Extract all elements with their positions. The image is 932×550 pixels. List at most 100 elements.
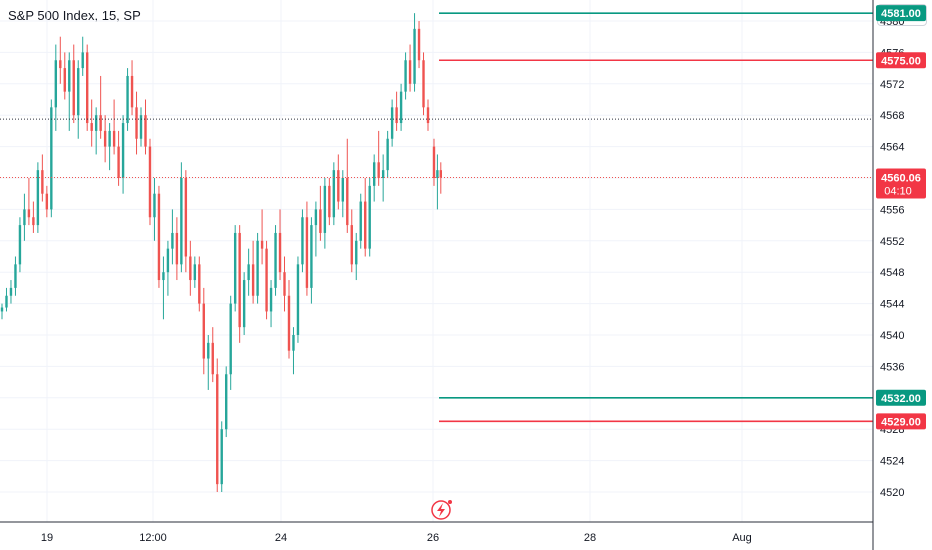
- x-tick-label: 28: [584, 532, 596, 544]
- candle-body: [180, 178, 183, 265]
- candle-body: [439, 170, 442, 178]
- candle-body: [328, 185, 331, 218]
- candle-body: [310, 225, 313, 288]
- candle-body: [50, 107, 53, 210]
- candle-body: [381, 170, 385, 178]
- level-price-badge: [876, 5, 926, 22]
- candle-body: [202, 303, 205, 359]
- y-tick-label: 4572: [880, 79, 904, 91]
- candle-body: [359, 201, 362, 241]
- candle-body: [341, 178, 344, 202]
- y-tick-label: 4540: [880, 330, 904, 342]
- candle-body: [18, 225, 22, 265]
- candle-body: [77, 68, 80, 116]
- y-tick-label: 4536: [880, 361, 904, 373]
- level-price-label: 4532.00: [881, 393, 921, 405]
- candle-body: [162, 272, 165, 281]
- candle-body: [166, 248, 170, 273]
- candle-body: [314, 209, 318, 226]
- candle-body: [103, 130, 107, 147]
- candle-body: [117, 146, 120, 178]
- candle-body: [45, 193, 49, 210]
- candle-body: [386, 138, 389, 171]
- x-tick-label: Aug: [732, 532, 752, 544]
- x-tick-label: 19: [41, 532, 53, 544]
- candle-body: [422, 60, 425, 108]
- countdown-label: 04:10: [884, 186, 912, 198]
- candle-body: [256, 240, 259, 296]
- level-price-label: 4575.00: [881, 55, 921, 67]
- candle-body: [283, 272, 286, 296]
- candle-body: [153, 193, 156, 218]
- candle-body: [355, 240, 358, 265]
- candle-body: [372, 162, 376, 186]
- candle-body: [260, 240, 264, 249]
- candle-body: [287, 295, 291, 351]
- candle-body: [32, 217, 35, 226]
- candle-body: [171, 232, 174, 249]
- x-tick-label: 24: [275, 532, 287, 544]
- candle-body: [63, 68, 66, 92]
- candle-body: [121, 123, 125, 178]
- candle-body: [319, 209, 322, 233]
- candle-body: [269, 287, 273, 312]
- candle-body: [9, 287, 13, 296]
- candle-body: [390, 107, 394, 139]
- candle-body: [175, 232, 179, 265]
- candle-body: [413, 28, 416, 84]
- y-tick-label: 4520: [880, 487, 904, 499]
- y-tick-label: 4556: [880, 204, 904, 216]
- candle-body: [86, 52, 89, 124]
- candle-body: [417, 28, 421, 61]
- candle-body: [139, 115, 143, 139]
- candle-body: [36, 170, 40, 226]
- y-tick-label: 4568: [880, 110, 904, 122]
- candle-body: [337, 170, 340, 202]
- candle-body: [274, 232, 277, 288]
- y-tick-label: 4524: [880, 456, 904, 468]
- candle-body: [198, 264, 201, 304]
- candle-body: [395, 107, 398, 124]
- candle-body: [278, 232, 282, 273]
- candle-body: [323, 185, 327, 233]
- candle-body: [292, 335, 295, 351]
- level-price-badge: [876, 389, 926, 406]
- lightning-alert-icon[interactable]: [431, 500, 452, 520]
- candle-body: [108, 130, 111, 147]
- candle-body: [0, 307, 4, 312]
- candle-body: [112, 130, 116, 147]
- candle-body: [184, 178, 188, 257]
- candle-body: [332, 170, 336, 218]
- y-tick-label: 4564: [880, 142, 904, 154]
- candle-body: [27, 209, 31, 218]
- candle-body: [296, 264, 300, 335]
- level-price-label: 4529.00: [881, 416, 921, 428]
- candle-body: [41, 170, 44, 194]
- level-price-badge: [876, 52, 926, 69]
- candle-body: [408, 60, 412, 84]
- candle-body: [59, 60, 62, 69]
- y-tick-label: 4552: [880, 236, 904, 248]
- last-price-label: 4560.06: [881, 173, 921, 185]
- candle-body: [68, 60, 71, 92]
- level-lines[interactable]: [0, 12, 873, 423]
- candle-body: [94, 115, 98, 131]
- candle-body: [242, 280, 246, 328]
- candle-body: [225, 374, 228, 430]
- candle-body: [135, 107, 138, 139]
- candle-body: [251, 264, 255, 296]
- y-tick-label: 4548: [880, 267, 904, 279]
- candle-body: [157, 193, 161, 281]
- candle-body: [126, 75, 129, 124]
- candle-body: [144, 115, 147, 147]
- candle-body: [368, 185, 371, 249]
- y-tick-label: 4544: [880, 299, 904, 311]
- candle-body: [233, 232, 237, 304]
- candle-body: [229, 303, 232, 375]
- candle-body: [377, 162, 380, 178]
- candle-body: [346, 178, 349, 226]
- candle-body: [305, 217, 309, 288]
- candle-body: [364, 201, 367, 249]
